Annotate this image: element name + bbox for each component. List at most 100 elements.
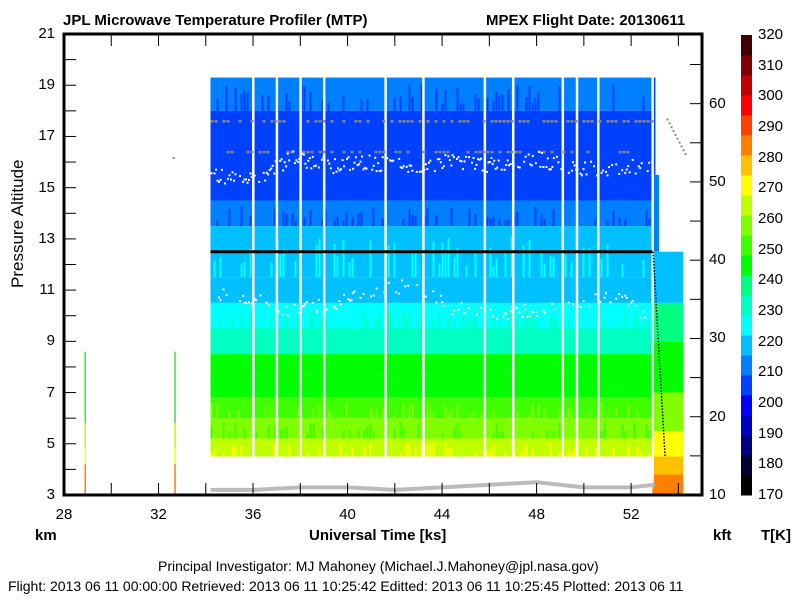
gray-layer-point: [318, 120, 322, 123]
texture-column: [435, 369, 438, 375]
texture-column: [555, 165, 558, 201]
tropopause-point: [305, 301, 308, 304]
texture-column: [267, 160, 270, 201]
tropopause-point: [487, 161, 490, 164]
kft-unit-label: kft: [713, 527, 732, 544]
tropopause-point: [258, 180, 261, 183]
colorbar-segment: [741, 115, 752, 136]
colorbar-segment: [741, 255, 752, 276]
texture-column: [528, 86, 531, 111]
tropopause-point: [242, 294, 245, 297]
texture-column: [618, 323, 621, 329]
tropopause-point: [265, 301, 268, 304]
x-tick-label: 36: [244, 506, 262, 523]
tropopause-point: [534, 162, 537, 165]
texture-column: [312, 288, 315, 303]
descent-point: [660, 383, 662, 386]
gray-layer-point: [210, 120, 214, 123]
tropopause-point: [483, 306, 486, 309]
texture-column: [498, 322, 501, 329]
texture-column: [459, 103, 462, 111]
colorbar-segment: [741, 295, 752, 316]
texture-column: [447, 448, 450, 457]
tropopause-point: [286, 314, 289, 317]
texture-column: [414, 216, 417, 227]
gray-layer-point: [214, 120, 218, 123]
texture-column: [270, 406, 273, 419]
gray-layer-point: [622, 120, 626, 123]
texture-column: [288, 338, 291, 355]
texture-column: [294, 175, 297, 201]
descent-point: [664, 451, 666, 453]
texture-column: [528, 362, 531, 375]
texture-column: [474, 213, 477, 227]
tropopause-point: [307, 159, 310, 162]
gray-layer-point: [570, 150, 574, 154]
texture-column: [429, 443, 432, 457]
texture-column: [543, 219, 546, 227]
tropopause-point: [537, 150, 540, 153]
texture-column: [312, 369, 315, 375]
texture-column: [450, 390, 453, 398]
tropopause-point: [651, 159, 654, 162]
texture-column: [435, 390, 438, 398]
texture-column: [408, 338, 411, 355]
descent-band: [652, 251, 684, 303]
tropopause-point: [625, 168, 628, 171]
texture-column: [333, 220, 336, 227]
y-tick-label-km: 5: [46, 434, 55, 452]
texture-column: [441, 242, 444, 278]
texture-column: [273, 444, 276, 457]
gray-layer-point: [506, 120, 510, 123]
tropopause-point: [497, 159, 500, 162]
tropopause-point: [581, 174, 584, 177]
tropopause-point: [555, 155, 558, 158]
texture-column: [435, 88, 438, 111]
texture-column: [492, 359, 495, 375]
tropopause-point: [299, 156, 302, 159]
tropopause-point: [551, 165, 554, 168]
gray-layer-point: [418, 120, 422, 123]
tropopause-point: [264, 179, 267, 182]
colorbar-tick-label: 230: [758, 302, 784, 319]
texture-column: [531, 315, 534, 329]
tropopause-point: [239, 175, 242, 178]
gray-layer-point: [354, 120, 358, 123]
colorbar-tick-label: 250: [758, 240, 784, 258]
texture-column: [399, 291, 402, 303]
texture-column: [417, 386, 420, 398]
tropopause-point: [424, 163, 427, 166]
tropopause-point: [364, 166, 367, 169]
gray-layer-point: [466, 120, 470, 123]
y-tick-label-kft: 30: [709, 329, 726, 347]
data-gap: [483, 77, 487, 487]
tropopause-point: [615, 163, 618, 166]
texture-column: [486, 285, 489, 303]
gray-layer-point: [502, 120, 506, 123]
texture-column: [447, 393, 450, 398]
tropopause-point: [508, 164, 511, 167]
tropopause-point: [540, 151, 543, 154]
texture-column: [648, 430, 651, 439]
gray-layer-point: [610, 120, 614, 123]
tropopause-point: [332, 172, 335, 175]
texture-column: [552, 315, 555, 329]
gray-layer-point: [330, 150, 334, 154]
tropopause-point: [398, 292, 401, 295]
colorbar-segment: [741, 95, 752, 116]
texture-column: [324, 319, 327, 329]
descent-point: [655, 313, 658, 315]
texture-column: [309, 143, 312, 201]
texture-column: [486, 450, 489, 457]
texture-column: [210, 427, 213, 439]
texture-column: [285, 427, 288, 439]
texture-column: [633, 140, 636, 201]
texture-column: [249, 164, 252, 201]
tropopause-point: [536, 314, 539, 317]
descent-band: [652, 341, 684, 393]
texture-column: [429, 339, 432, 355]
texture-column: [567, 359, 570, 375]
tropopause-point: [401, 167, 404, 170]
gray-layer-point: [462, 120, 466, 123]
texture-column: [456, 248, 459, 278]
